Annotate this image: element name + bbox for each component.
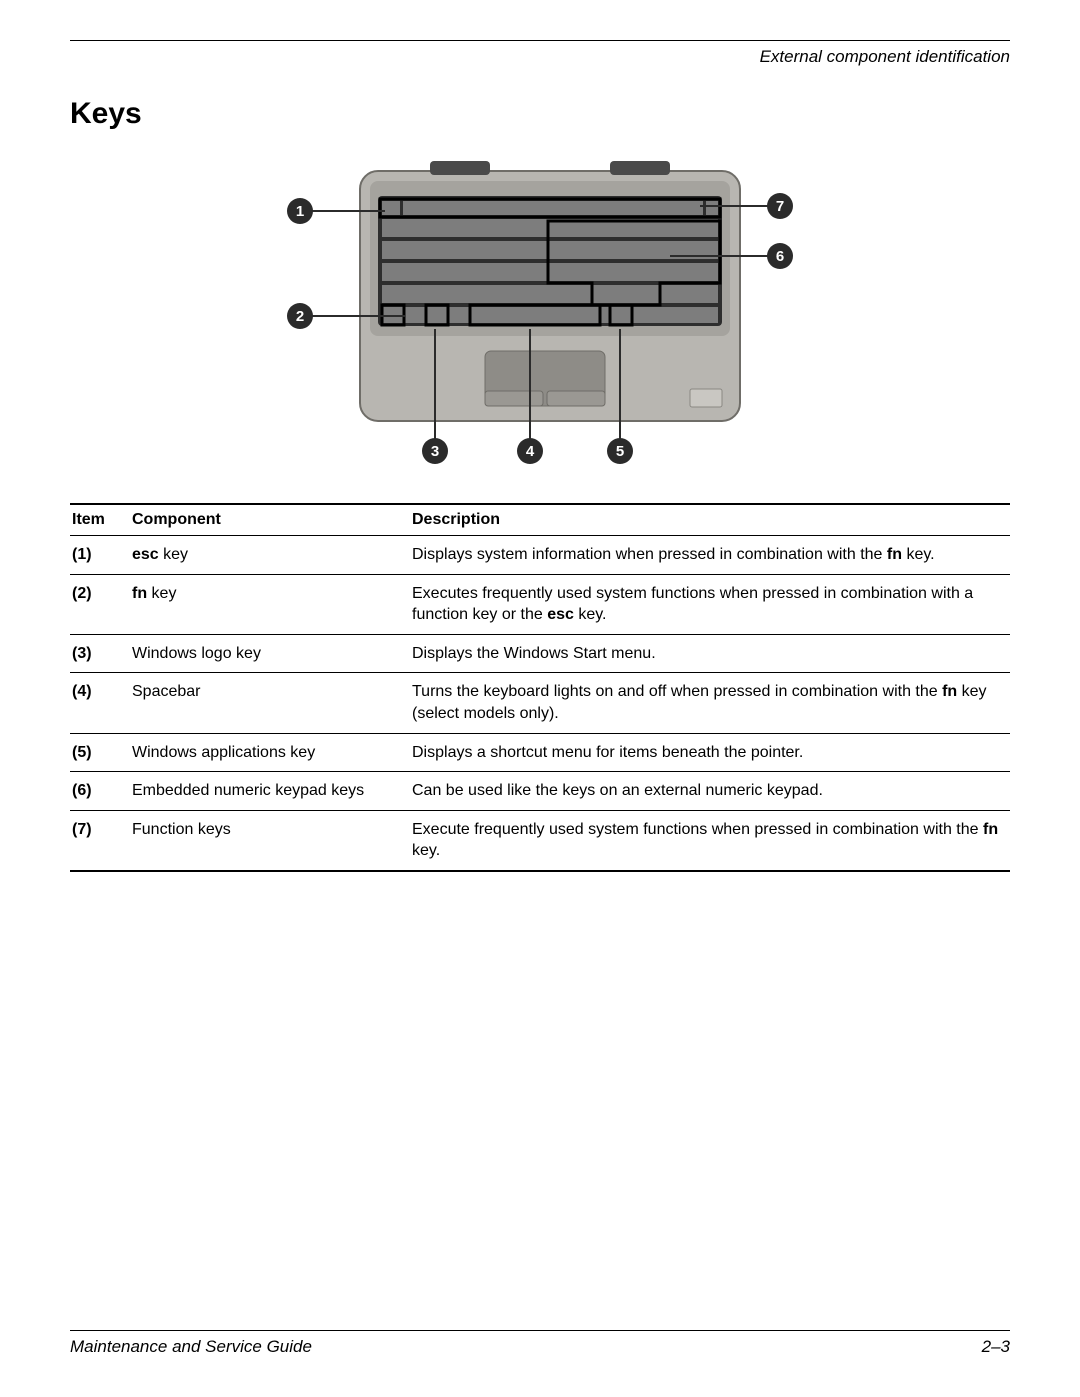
th-item: Item [70, 504, 130, 536]
footer-right: 2–3 [982, 1337, 1010, 1357]
cell-item: (6) [70, 772, 130, 811]
components-table: Item Component Description (1)esc keyDis… [70, 503, 1010, 872]
cell-component: esc key [130, 536, 410, 575]
footer-left: Maintenance and Service Guide [70, 1337, 312, 1357]
cell-component: Spacebar [130, 673, 410, 733]
cell-description: Turns the keyboard lights on and off whe… [410, 673, 1010, 733]
table-row: (3)Windows logo keyDisplays the Windows … [70, 634, 1010, 673]
cell-description: Can be used like the keys on an external… [410, 772, 1010, 811]
cell-item: (4) [70, 673, 130, 733]
callout-number: 5 [616, 443, 624, 460]
keyboard-svg: 1 2 3 4 5 6 7 [270, 151, 810, 491]
header-section-label: External component identification [70, 47, 1010, 67]
cell-description: Displays a shortcut menu for items benea… [410, 733, 1010, 772]
table-row: (5)Windows applications keyDisplays a sh… [70, 733, 1010, 772]
callout-number: 1 [296, 203, 304, 220]
table-row: (4)SpacebarTurns the keyboard lights on … [70, 673, 1010, 733]
cell-description: Execute frequently used system functions… [410, 810, 1010, 871]
callout-number: 2 [296, 308, 304, 325]
page-footer: Maintenance and Service Guide 2–3 [70, 1330, 1010, 1357]
cell-description: Executes frequently used system function… [410, 574, 1010, 634]
cell-description: Displays system information when pressed… [410, 536, 1010, 575]
cell-component: Embedded numeric keypad keys [130, 772, 410, 811]
cell-component: Windows logo key [130, 634, 410, 673]
callout-number: 6 [776, 248, 784, 265]
callout-number: 7 [776, 198, 784, 215]
table-row: (2)fn keyExecutes frequently used system… [70, 574, 1010, 634]
cell-item: (3) [70, 634, 130, 673]
page-title: Keys [70, 97, 1010, 131]
cell-component: Function keys [130, 810, 410, 871]
cell-component: fn key [130, 574, 410, 634]
callout-number: 4 [526, 443, 535, 460]
table-row: (7)Function keysExecute frequently used … [70, 810, 1010, 871]
cell-item: (1) [70, 536, 130, 575]
th-component: Component [130, 504, 410, 536]
cell-description: Displays the Windows Start menu. [410, 634, 1010, 673]
cell-item: (7) [70, 810, 130, 871]
cell-item: (5) [70, 733, 130, 772]
keyboard-diagram: 1 2 3 4 5 6 7 [70, 151, 1010, 491]
th-description: Description [410, 504, 1010, 536]
table-row: (6)Embedded numeric keypad keysCan be us… [70, 772, 1010, 811]
callout-number: 3 [431, 443, 439, 460]
table-row: (1)esc keyDisplays system information wh… [70, 536, 1010, 575]
cell-item: (2) [70, 574, 130, 634]
cell-component: Windows applications key [130, 733, 410, 772]
